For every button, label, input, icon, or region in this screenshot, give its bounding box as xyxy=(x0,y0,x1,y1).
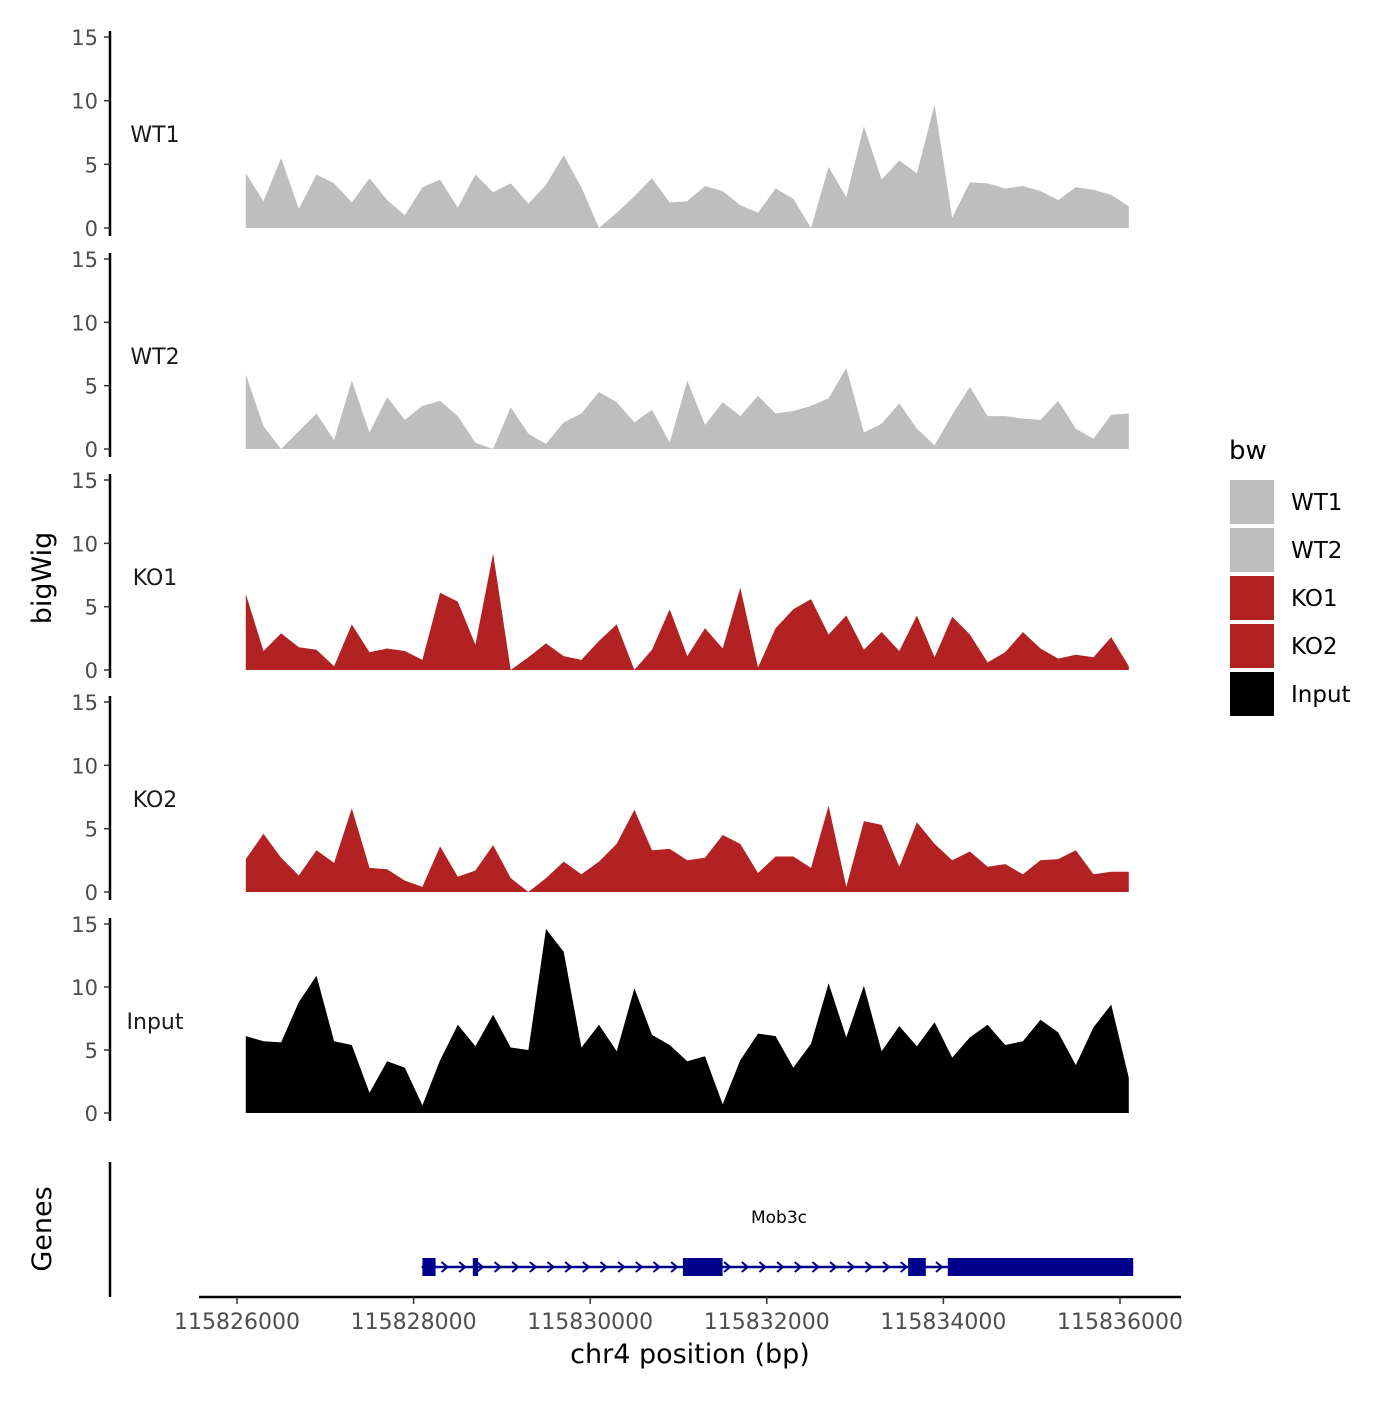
strand-chevron xyxy=(529,1261,538,1273)
y-tick-label: 15 xyxy=(71,469,98,493)
strand-chevron xyxy=(829,1261,838,1273)
track-input: 0 5 10 15 Input xyxy=(71,913,1129,1126)
track-label: WT1 xyxy=(130,123,179,148)
strand-chevron xyxy=(493,1261,503,1273)
legend-title: bw xyxy=(1229,436,1267,466)
strand-chevron xyxy=(440,1261,450,1273)
y-tick-label: 15 xyxy=(71,248,98,272)
x-tick-label: 115830000 xyxy=(527,1310,653,1335)
y-tick-label: 15 xyxy=(71,913,98,937)
strand-chevron xyxy=(511,1261,520,1273)
y-tick-label: 5 xyxy=(85,818,98,842)
gene-exon xyxy=(472,1258,479,1276)
gene-exon xyxy=(908,1258,926,1276)
strand-chevron xyxy=(741,1261,750,1273)
legend-swatch-wt1 xyxy=(1230,480,1274,524)
legend-label-ko2: KO2 xyxy=(1291,634,1338,660)
track-label: KO1 xyxy=(133,566,178,591)
x-tick-label: 115826000 xyxy=(174,1310,300,1335)
signal-tracks: 0 5 10 15 WT1 0 5 10 15 WT2 0 5 10 15 KO1 0 5 10 15 KO2 0 5 10… xyxy=(71,26,1129,1126)
y-tick-label: 0 xyxy=(85,1102,98,1126)
y-tick-label: 0 xyxy=(85,881,98,905)
strand-chevron xyxy=(935,1261,944,1273)
x-tick-label: 115836000 xyxy=(1057,1310,1183,1335)
legend-swatch-ko2 xyxy=(1230,624,1274,668)
strand-chevron xyxy=(476,1261,485,1273)
legend-swatch-wt2 xyxy=(1230,528,1274,572)
y-tick-label: 0 xyxy=(85,217,98,241)
legend-label-input: Input xyxy=(1291,682,1351,708)
track-wt1: 0 5 10 15 WT1 xyxy=(71,26,1129,241)
gene-exon xyxy=(422,1258,436,1276)
x-tick-label: 115828000 xyxy=(351,1310,477,1335)
strand-chevron xyxy=(670,1261,679,1273)
y-tick-label: 15 xyxy=(71,691,98,715)
y-tick-label: 15 xyxy=(71,26,98,50)
legend-label-wt1: WT1 xyxy=(1291,490,1342,516)
area-wt2 xyxy=(245,367,1129,449)
x-tick-label: 115832000 xyxy=(704,1310,830,1335)
track-label: KO2 xyxy=(133,788,178,813)
y-tick-label: 0 xyxy=(85,438,98,462)
y-tick-label: 0 xyxy=(85,659,98,683)
x-tick-label: 115834000 xyxy=(880,1310,1006,1335)
x-axis: 115826000 115828000 115830000 115832000 1158… xyxy=(174,1295,1183,1335)
strand-chevron xyxy=(864,1261,873,1273)
area-wt1 xyxy=(245,104,1129,228)
y-tick-label: 5 xyxy=(85,596,98,620)
strand-chevron xyxy=(882,1261,891,1273)
strand-chevron xyxy=(458,1261,467,1273)
y-tick-label: 5 xyxy=(85,153,98,177)
y-tick-label: 10 xyxy=(71,90,98,114)
area-ko1 xyxy=(245,553,1129,670)
track-label: WT2 xyxy=(130,345,179,370)
strand-chevron xyxy=(900,1261,909,1273)
strand-chevron xyxy=(564,1261,573,1273)
legend-label-wt2: WT2 xyxy=(1291,538,1342,564)
gene-exon xyxy=(947,1258,1134,1276)
strand-chevron xyxy=(599,1261,609,1273)
legend-label-ko1: KO1 xyxy=(1291,586,1338,612)
strand-chevron xyxy=(811,1261,820,1273)
x-axis-title: chr4 position (bp) xyxy=(570,1339,810,1370)
strand-chevron xyxy=(723,1261,732,1273)
strand-chevron xyxy=(776,1261,785,1273)
y-axis-title: bigWig xyxy=(27,532,58,625)
y-tick-label: 10 xyxy=(71,311,98,335)
track-label: Input xyxy=(127,1010,184,1035)
strand-chevron xyxy=(794,1261,803,1273)
strand-chevron xyxy=(652,1261,661,1273)
legend: bw WT1 WT2 KO1 KO2 Input xyxy=(1229,436,1351,716)
gene-name-label: Mob3c xyxy=(751,1208,807,1228)
strand-chevron xyxy=(847,1261,856,1273)
area-ko2 xyxy=(245,805,1129,892)
strand-chevron xyxy=(758,1261,767,1273)
track-ko1: 0 5 10 15 KO1 xyxy=(71,469,1129,683)
area-input xyxy=(245,929,1129,1113)
gene-track: Mob3c xyxy=(108,1162,1134,1297)
y-tick-label: 5 xyxy=(85,1039,98,1063)
y-tick-label: 10 xyxy=(71,754,98,778)
genes-panel-title: Genes xyxy=(27,1186,58,1271)
gene-exon xyxy=(682,1258,723,1276)
legend-swatch-ko1 xyxy=(1230,576,1274,620)
y-tick-label: 10 xyxy=(71,976,98,1000)
track-ko2: 0 5 10 15 KO2 xyxy=(71,691,1129,905)
strand-chevron xyxy=(635,1261,644,1273)
strand-chevron xyxy=(617,1261,626,1273)
strand-chevron xyxy=(546,1261,556,1273)
track-wt2: 0 5 10 15 WT2 xyxy=(71,248,1129,462)
y-tick-label: 5 xyxy=(85,375,98,399)
strand-chevron xyxy=(582,1261,591,1273)
y-tick-label: 10 xyxy=(71,532,98,556)
legend-swatch-input xyxy=(1230,672,1274,716)
